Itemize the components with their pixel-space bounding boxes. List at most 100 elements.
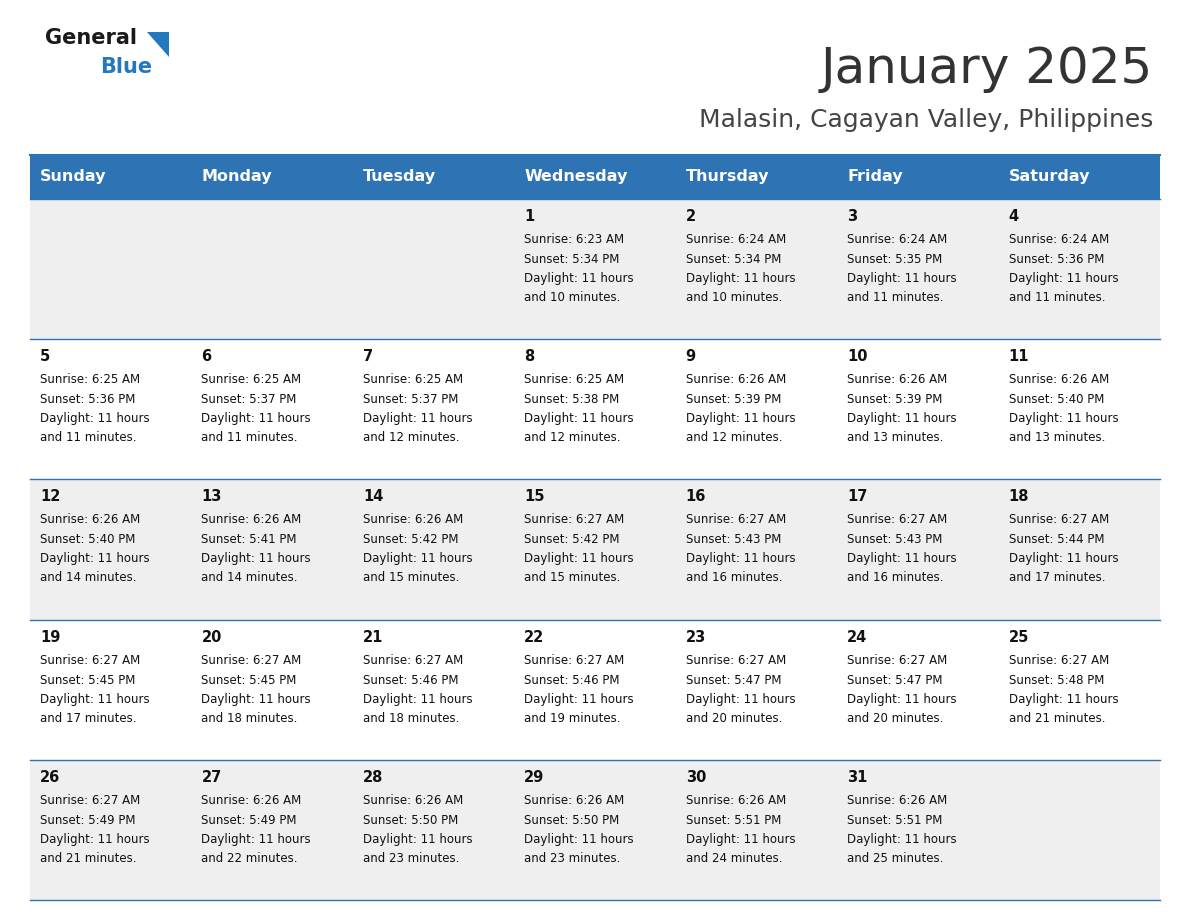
Text: Sunset: 5:51 PM: Sunset: 5:51 PM [685,813,781,827]
Text: January 2025: January 2025 [821,45,1154,93]
Text: Daylight: 11 hours: Daylight: 11 hours [847,412,956,425]
Text: and 16 minutes.: and 16 minutes. [847,571,943,585]
Text: Sunrise: 6:26 AM: Sunrise: 6:26 AM [362,794,463,807]
Text: Thursday: Thursday [685,170,769,185]
Text: Sunset: 5:34 PM: Sunset: 5:34 PM [685,253,781,266]
Text: Daylight: 11 hours: Daylight: 11 hours [202,692,311,706]
Text: Daylight: 11 hours: Daylight: 11 hours [685,692,795,706]
Text: 7: 7 [362,349,373,364]
Text: Sunrise: 6:26 AM: Sunrise: 6:26 AM [685,374,786,386]
Text: and 16 minutes.: and 16 minutes. [685,571,782,585]
Polygon shape [147,32,169,57]
Text: Sunset: 5:51 PM: Sunset: 5:51 PM [847,813,942,827]
Text: Sunrise: 6:26 AM: Sunrise: 6:26 AM [1009,374,1108,386]
Text: Sunset: 5:48 PM: Sunset: 5:48 PM [1009,674,1104,687]
Text: Daylight: 11 hours: Daylight: 11 hours [362,833,473,845]
Text: Sunset: 5:44 PM: Sunset: 5:44 PM [1009,533,1104,546]
Text: Sunset: 5:37 PM: Sunset: 5:37 PM [362,393,459,406]
Text: 22: 22 [524,630,544,644]
Text: Sunset: 5:40 PM: Sunset: 5:40 PM [40,533,135,546]
Text: Daylight: 11 hours: Daylight: 11 hours [1009,553,1118,565]
Text: Daylight: 11 hours: Daylight: 11 hours [847,833,956,845]
Text: Sunrise: 6:27 AM: Sunrise: 6:27 AM [202,654,302,666]
Text: Sunrise: 6:26 AM: Sunrise: 6:26 AM [685,794,786,807]
Text: Sunrise: 6:26 AM: Sunrise: 6:26 AM [847,794,947,807]
Text: Friday: Friday [847,170,903,185]
Text: and 14 minutes.: and 14 minutes. [40,571,137,585]
Text: Daylight: 11 hours: Daylight: 11 hours [40,412,150,425]
Text: Sunset: 5:42 PM: Sunset: 5:42 PM [524,533,620,546]
Text: Malasin, Cagayan Valley, Philippines: Malasin, Cagayan Valley, Philippines [699,108,1154,132]
Text: and 10 minutes.: and 10 minutes. [685,291,782,304]
Text: Sunset: 5:40 PM: Sunset: 5:40 PM [1009,393,1104,406]
Text: 17: 17 [847,489,867,504]
Text: Sunrise: 6:25 AM: Sunrise: 6:25 AM [362,374,463,386]
Text: Daylight: 11 hours: Daylight: 11 hours [362,412,473,425]
Text: Daylight: 11 hours: Daylight: 11 hours [685,272,795,285]
Text: Sunrise: 6:27 AM: Sunrise: 6:27 AM [40,794,140,807]
Text: Sunrise: 6:27 AM: Sunrise: 6:27 AM [40,654,140,666]
Text: 20: 20 [202,630,222,644]
Bar [30,479,1159,620]
Text: Daylight: 11 hours: Daylight: 11 hours [685,553,795,565]
Text: 15: 15 [524,489,545,504]
Text: Sunset: 5:39 PM: Sunset: 5:39 PM [685,393,781,406]
Text: 3: 3 [847,209,858,224]
Text: Daylight: 11 hours: Daylight: 11 hours [847,553,956,565]
Text: 25: 25 [1009,630,1029,644]
Text: Sunset: 5:46 PM: Sunset: 5:46 PM [524,674,620,687]
Text: Sunset: 5:43 PM: Sunset: 5:43 PM [685,533,781,546]
Text: 30: 30 [685,770,706,785]
Text: Daylight: 11 hours: Daylight: 11 hours [40,833,150,845]
Text: Sunrise: 6:23 AM: Sunrise: 6:23 AM [524,233,625,246]
Text: Daylight: 11 hours: Daylight: 11 hours [847,692,956,706]
Text: Sunrise: 6:27 AM: Sunrise: 6:27 AM [685,654,786,666]
Text: and 20 minutes.: and 20 minutes. [847,711,943,724]
Text: Daylight: 11 hours: Daylight: 11 hours [40,692,150,706]
Text: 16: 16 [685,489,706,504]
Text: Daylight: 11 hours: Daylight: 11 hours [524,692,634,706]
Text: Blue: Blue [100,57,152,77]
Text: Sunrise: 6:27 AM: Sunrise: 6:27 AM [847,513,947,526]
Text: Sunset: 5:43 PM: Sunset: 5:43 PM [847,533,942,546]
Text: 13: 13 [202,489,222,504]
Text: 8: 8 [524,349,535,364]
Text: and 11 minutes.: and 11 minutes. [40,431,137,444]
Bar [30,339,1159,479]
Text: Daylight: 11 hours: Daylight: 11 hours [524,272,634,285]
Text: Sunrise: 6:26 AM: Sunrise: 6:26 AM [524,794,625,807]
Text: Daylight: 11 hours: Daylight: 11 hours [40,553,150,565]
Text: Sunset: 5:39 PM: Sunset: 5:39 PM [847,393,942,406]
Text: Sunrise: 6:27 AM: Sunrise: 6:27 AM [1009,513,1108,526]
Text: Sunrise: 6:26 AM: Sunrise: 6:26 AM [362,513,463,526]
Text: and 19 minutes.: and 19 minutes. [524,711,621,724]
Text: Daylight: 11 hours: Daylight: 11 hours [202,412,311,425]
Text: Daylight: 11 hours: Daylight: 11 hours [524,553,634,565]
Text: and 21 minutes.: and 21 minutes. [40,852,137,865]
Text: 12: 12 [40,489,61,504]
Text: Sunday: Sunday [40,170,107,185]
Text: Sunrise: 6:27 AM: Sunrise: 6:27 AM [1009,654,1108,666]
Text: and 10 minutes.: and 10 minutes. [524,291,620,304]
Text: 31: 31 [847,770,867,785]
Text: and 12 minutes.: and 12 minutes. [685,431,782,444]
Text: Sunrise: 6:27 AM: Sunrise: 6:27 AM [847,654,947,666]
Text: Sunset: 5:45 PM: Sunset: 5:45 PM [202,674,297,687]
Text: Daylight: 11 hours: Daylight: 11 hours [524,412,634,425]
Text: 26: 26 [40,770,61,785]
Bar [30,760,1159,900]
Text: Tuesday: Tuesday [362,170,436,185]
Text: Sunset: 5:46 PM: Sunset: 5:46 PM [362,674,459,687]
Text: and 12 minutes.: and 12 minutes. [524,431,621,444]
Text: and 13 minutes.: and 13 minutes. [847,431,943,444]
Text: Sunset: 5:50 PM: Sunset: 5:50 PM [362,813,459,827]
Text: Sunset: 5:45 PM: Sunset: 5:45 PM [40,674,135,687]
Bar [30,199,1159,339]
Text: and 12 minutes.: and 12 minutes. [362,431,460,444]
Text: Sunrise: 6:26 AM: Sunrise: 6:26 AM [202,513,302,526]
Text: Sunset: 5:50 PM: Sunset: 5:50 PM [524,813,619,827]
Text: Sunset: 5:37 PM: Sunset: 5:37 PM [202,393,297,406]
Text: and 25 minutes.: and 25 minutes. [847,852,943,865]
Text: Daylight: 11 hours: Daylight: 11 hours [1009,272,1118,285]
Text: Sunrise: 6:26 AM: Sunrise: 6:26 AM [847,374,947,386]
